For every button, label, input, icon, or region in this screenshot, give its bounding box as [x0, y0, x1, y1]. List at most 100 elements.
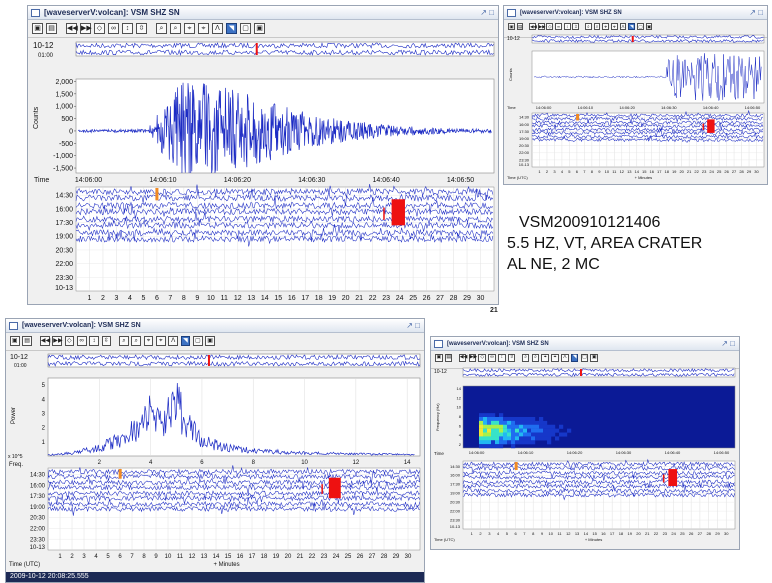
toolbar-button[interactable]: ⇳ — [507, 354, 516, 362]
spectrogram-xticks: 14:06:00 14:06:10 14:06:20 14:06:30 14:06:40… — [469, 450, 730, 455]
toolbar-button[interactable]: ∞ — [488, 354, 496, 362]
helicorder-trace — [75, 203, 494, 219]
helicorder-minute-tick: 26 — [423, 295, 431, 302]
toolbar-button[interactable]: ⌕ — [584, 23, 592, 30]
spectrogram-cell — [515, 424, 520, 429]
toolbar-button[interactable]: ▣ — [205, 336, 216, 346]
helicorder-minute-tick: 1 — [471, 531, 474, 536]
toolbar-button[interactable]: ▤ — [516, 23, 524, 30]
toolbar-button[interactable]: ▣ — [645, 23, 653, 30]
toolbar-button[interactable]: ⌕ — [131, 336, 142, 346]
spectrogram-cell — [539, 420, 544, 425]
spectrogram-cell — [523, 417, 528, 422]
toolbar-button[interactable]: ▢ — [580, 354, 589, 362]
heli-strip[interactable] — [462, 367, 736, 378]
toolbar-button[interactable]: ▤ — [444, 354, 453, 362]
toolbar-button[interactable]: ▤ — [46, 23, 57, 34]
heli-strip[interactable] — [531, 34, 765, 44]
toolbar-button[interactable]: ◇ — [546, 23, 554, 30]
helicorder-trace — [75, 230, 494, 247]
toolbar-button[interactable]: ↕ — [563, 23, 571, 30]
seismogram-plot[interactable] — [75, 78, 495, 174]
toolbar-button[interactable]: ▶▶ — [468, 354, 478, 362]
toolbar-button[interactable]: ◀◀ — [39, 336, 51, 346]
toolbar-button[interactable]: ∞ — [555, 23, 562, 30]
window-controls[interactable]: ↗ □ — [749, 8, 763, 17]
spectrogram-cell — [495, 417, 500, 422]
heli-strip-date: 10-12 — [33, 41, 54, 50]
toolbar-button[interactable]: ⌖ — [184, 23, 195, 34]
toolbar-button[interactable]: Λ — [212, 23, 223, 34]
helicorder-minute-tick: 22 — [369, 295, 377, 302]
toolbar-button[interactable]: ⌖ — [610, 23, 618, 30]
toolbar-button[interactable]: ∞ — [76, 336, 87, 346]
toolbar-button[interactable]: ⇳ — [101, 336, 112, 346]
event-id: VSM200910121406 — [519, 214, 661, 231]
toolbar-button[interactable]: ⇳ — [136, 23, 147, 34]
spectrum-ytick: 3 — [42, 411, 46, 417]
toolbar-button[interactable]: ◇ — [94, 23, 105, 34]
window-controls[interactable]: ↗ □ — [406, 321, 420, 330]
toolbar-button[interactable]: ▣ — [435, 354, 443, 362]
toolbar-button[interactable]: ⌖ — [156, 336, 166, 346]
toolbar-button[interactable]: ⌕ — [156, 23, 167, 34]
toolbar-button[interactable]: ↕ — [122, 23, 133, 34]
spectrogram-cell — [495, 432, 500, 437]
toolbar-button[interactable]: ⌖ — [541, 354, 550, 362]
toolbar-button[interactable]: ⌕ — [593, 23, 601, 30]
helicorder-minute-tick: 14 — [213, 554, 220, 560]
toolbar-button[interactable]: Λ — [561, 354, 569, 362]
heli-strip[interactable] — [75, 41, 495, 57]
toolbar-button[interactable]: ◇ — [64, 336, 75, 346]
toolbar-button[interactable]: ▶▶ — [537, 23, 546, 30]
toolbar-button[interactable]: ▢ — [636, 23, 644, 30]
toolbar-button[interactable]: ▢ — [240, 23, 251, 34]
window-edge-fragment: 21 — [490, 307, 498, 314]
window-controls[interactable]: ↗ □ — [721, 339, 735, 348]
toolbar-button[interactable]: ⌕ — [170, 23, 181, 34]
toolbar-button[interactable]: ◀◀ — [458, 354, 468, 362]
toolbar-button[interactable]: ◥ — [226, 23, 237, 34]
helicorder-minute-tick: 17 — [610, 531, 615, 536]
helicorder-minute-tick: 21 — [645, 531, 650, 536]
toolbar-button[interactable]: ▣ — [10, 336, 20, 346]
helicorder-trace — [531, 132, 764, 141]
toolbar-button[interactable]: ◀◀ — [529, 23, 537, 30]
toolbar-button[interactable]: ↕ — [498, 354, 506, 362]
helicorder-event-tick — [383, 207, 385, 220]
toolbar-button[interactable]: ▤ — [22, 336, 32, 346]
toolbar-button[interactable]: ▣ — [590, 354, 599, 362]
toolbar-button[interactable]: ∞ — [108, 23, 119, 34]
toolbar-button[interactable]: ◥ — [180, 336, 191, 346]
toolbar-button[interactable]: ◥ — [628, 23, 636, 30]
toolbar-button[interactable]: ▢ — [193, 336, 203, 346]
toolbar-button[interactable]: ▶▶ — [80, 23, 92, 34]
toolbar-button[interactable]: ⌖ — [602, 23, 610, 30]
toolbar-button[interactable]: ▣ — [254, 23, 265, 34]
helicorder-minute-tick: 18 — [315, 295, 323, 302]
spectrogram-cell — [483, 440, 488, 445]
spectrogram-xtick: 14:06:30 — [616, 450, 632, 455]
toolbar-button[interactable]: Λ — [619, 23, 627, 30]
toolbar-button[interactable]: ▶▶ — [52, 336, 63, 346]
toolbar-button[interactable]: ↕ — [89, 336, 99, 346]
toolbar-button[interactable]: ⇳ — [572, 23, 580, 30]
toolbar-button[interactable]: ◥ — [570, 354, 579, 362]
helicorder-minute-tick: 14 — [261, 295, 269, 302]
toolbar-button[interactable]: ⌕ — [521, 354, 530, 362]
toolbar-button[interactable]: ◇ — [478, 354, 487, 362]
toolbar-button[interactable]: ⌕ — [119, 336, 129, 346]
toolbar-button[interactable]: ▣ — [508, 23, 515, 30]
toolbar-button[interactable]: ⌕ — [531, 354, 540, 362]
window-controls[interactable]: ↗ □ — [480, 8, 494, 17]
toolbar-button[interactable]: Λ — [168, 336, 179, 346]
toolbar-button[interactable]: ◀◀ — [66, 23, 78, 34]
toolbar-button[interactable]: ▣ — [32, 23, 43, 34]
toolbar-button[interactable]: ⌖ — [198, 23, 209, 34]
spectrum-plot[interactable] — [47, 377, 421, 457]
toolbar-button[interactable]: ⌖ — [551, 354, 559, 362]
spectrogram-window: [waveserverV:volcan]: VSM SHZ SN ↗ □ ▣ ▤ ◀… — [430, 336, 740, 550]
helicorder-minute-tick: 24 — [396, 295, 404, 302]
toolbar-button[interactable]: ⌖ — [143, 336, 154, 346]
window-title-text: [waveserverV:volcan]: VSM SHZ SN — [22, 322, 141, 329]
